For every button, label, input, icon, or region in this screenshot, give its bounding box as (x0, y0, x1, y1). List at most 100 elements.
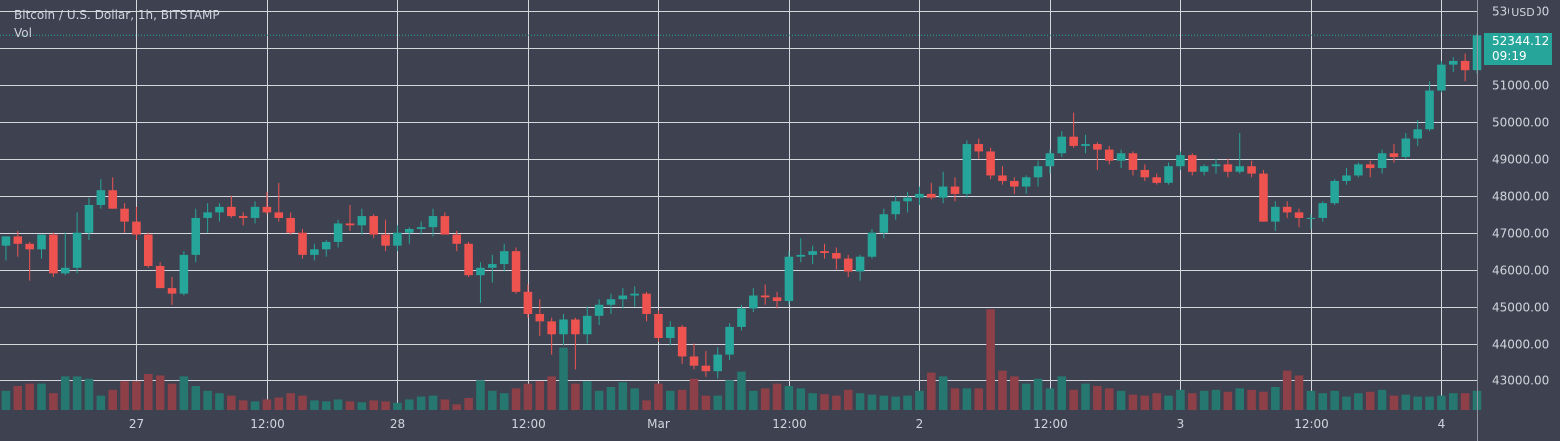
candle-body[interactable] (381, 234, 390, 246)
candle-body[interactable] (630, 293, 639, 296)
candle-body[interactable] (1152, 177, 1161, 183)
candle-body[interactable] (1021, 177, 1031, 187)
candle-body[interactable] (238, 216, 248, 218)
candle-body[interactable] (1318, 203, 1328, 218)
candle-body[interactable] (725, 326, 734, 355)
candle-body[interactable] (962, 144, 972, 194)
candle-body[interactable] (416, 227, 426, 230)
candle-body[interactable] (215, 206, 224, 213)
candle-body[interactable] (820, 251, 829, 254)
candle-body[interactable] (310, 249, 319, 255)
candle-body[interactable] (974, 144, 984, 152)
candle-body[interactable] (843, 258, 853, 272)
candle-body[interactable] (689, 356, 699, 366)
candle-body[interactable] (1211, 164, 1221, 167)
candle-body[interactable] (321, 241, 331, 250)
candle-body[interactable] (1354, 164, 1363, 176)
candle-body[interactable] (1247, 166, 1256, 174)
candle-body[interactable] (1010, 180, 1019, 187)
candle-body[interactable] (405, 229, 414, 233)
candle-body[interactable] (938, 186, 948, 198)
candle-body[interactable] (84, 205, 94, 233)
candle-body[interactable] (1425, 90, 1434, 130)
candle-body[interactable] (1, 236, 11, 246)
candle-body[interactable] (1294, 212, 1304, 218)
candle-body[interactable] (523, 291, 533, 314)
candle-body[interactable] (867, 232, 877, 257)
candle-body[interactable] (998, 175, 1007, 181)
candle-body[interactable] (25, 243, 34, 250)
candle-body[interactable] (345, 223, 355, 226)
candle-body[interactable] (1033, 166, 1043, 178)
volume-label[interactable]: Vol (14, 26, 32, 40)
candle-body[interactable] (49, 234, 58, 274)
candle-body[interactable] (796, 254, 806, 257)
candle-body[interactable] (72, 232, 82, 268)
candle-body[interactable] (144, 234, 153, 266)
candle-body[interactable] (677, 326, 687, 357)
time-axis[interactable]: 27 12:00 28 12:00 Mar 12:00 2 12:00 3 12:00 4 (129, 417, 1445, 431)
currency-label[interactable]: USD (1509, 4, 1537, 21)
candle-body[interactable] (535, 313, 545, 322)
candle-body[interactable] (1342, 175, 1351, 181)
candle-body[interactable] (1057, 136, 1067, 154)
candle-body[interactable] (428, 216, 438, 228)
candle-body[interactable] (606, 299, 616, 305)
candle-body[interactable] (167, 288, 177, 294)
candle-body[interactable] (1140, 169, 1150, 178)
candle-body[interactable] (262, 206, 272, 213)
candle-body[interactable] (891, 201, 900, 215)
candle-body[interactable] (1045, 153, 1055, 167)
candle-body[interactable] (298, 232, 307, 255)
candle-body[interactable] (808, 251, 817, 255)
candle-body[interactable] (357, 216, 367, 226)
candle-body[interactable] (274, 212, 284, 218)
candle-body[interactable] (60, 267, 70, 274)
candle-body[interactable] (832, 253, 841, 259)
candle-body[interactable] (903, 197, 912, 202)
candle-body[interactable] (737, 308, 746, 327)
candle-body[interactable] (594, 304, 604, 316)
candle-body[interactable] (1449, 60, 1458, 65)
candle-body[interactable] (571, 319, 580, 335)
candle-body[interactable] (191, 217, 201, 255)
candle-body[interactable] (927, 193, 936, 198)
candle-body[interactable] (1081, 144, 1090, 146)
candle-body[interactable] (333, 223, 343, 242)
symbol-title[interactable]: Bitcoin / U.S. Dollar, 1h, BITSTAMP (14, 8, 220, 22)
candle-body[interactable] (784, 256, 794, 302)
candle-body[interactable] (499, 251, 509, 265)
candle-body[interactable] (203, 212, 212, 218)
candle-body[interactable] (666, 326, 675, 338)
candle-body[interactable] (369, 216, 378, 235)
candle-body[interactable] (1306, 217, 1316, 219)
candle-body[interactable] (915, 193, 924, 198)
candle-body[interactable] (855, 256, 865, 272)
candle-body[interactable] (1389, 153, 1399, 157)
candle-body[interactable] (1069, 136, 1078, 146)
candle-body[interactable] (452, 234, 462, 244)
candle-body[interactable] (559, 319, 568, 335)
candle-body[interactable] (1437, 64, 1446, 91)
candle-body[interactable] (1460, 60, 1470, 71)
candle-body[interactable] (749, 295, 758, 309)
candle-body[interactable] (440, 216, 450, 235)
candle-body[interactable] (1128, 153, 1138, 170)
candle-body[interactable] (1377, 153, 1387, 169)
candle-body[interactable] (1282, 206, 1292, 213)
candle-body[interactable] (13, 236, 23, 244)
candle-body[interactable] (582, 315, 592, 335)
candle-body[interactable] (986, 151, 995, 176)
candle-body[interactable] (772, 297, 782, 302)
candle-body[interactable] (108, 190, 117, 209)
candle-body[interactable] (1413, 129, 1422, 139)
candle-body[interactable] (155, 265, 165, 289)
candle-body[interactable] (476, 267, 485, 276)
candle-body[interactable] (1365, 164, 1375, 169)
candle-body[interactable] (393, 232, 402, 246)
candle-body[interactable] (1235, 166, 1245, 172)
candle-body[interactable] (701, 365, 711, 372)
candle-body[interactable] (179, 254, 189, 294)
candle-body[interactable] (547, 321, 556, 335)
price-axis[interactable]: 43000.00 44000.00 45000.00 46000.00 47000.00… (1492, 5, 1549, 388)
